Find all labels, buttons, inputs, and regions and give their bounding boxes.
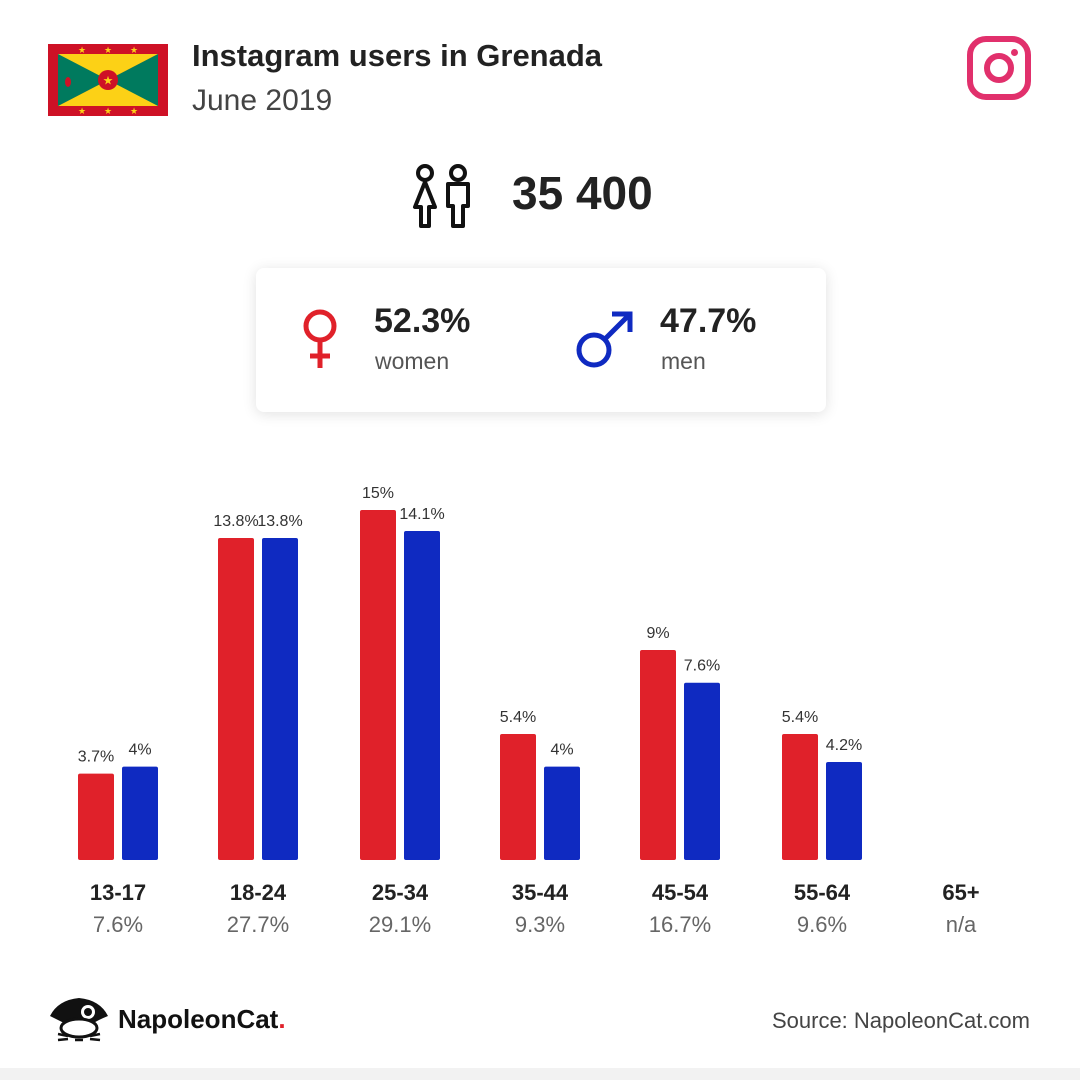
bar-women-35-44 <box>500 734 536 860</box>
total-users: 35 400 <box>512 167 653 219</box>
bar-label-men-45-54: 7.6% <box>684 658 720 675</box>
bar-women-55-64 <box>782 734 818 860</box>
bar-men-18-24 <box>262 538 298 860</box>
footer-divider <box>0 1068 1080 1080</box>
page-subtitle: June 2019 <box>192 84 333 117</box>
age-category-label: 45-54 <box>652 880 709 905</box>
grenada-flag-icon: ★ ★ ★ ★ ★ ★ ★ <box>48 44 168 116</box>
age-category-label: 35-44 <box>512 880 569 905</box>
age-category-label: 55-64 <box>794 880 851 905</box>
gender-card: 52.3% women 47.7% men <box>256 268 826 412</box>
bar-label-men-55-64: 4.2% <box>826 737 862 754</box>
age-gender-bar-chart: 3.7% 4% 13-17 7.6% 13.8%13.8% 18-24 27.7% 15% 14… <box>78 485 980 937</box>
bar-label-women-35-44: 5.4% <box>500 709 536 726</box>
svg-text:★: ★ <box>130 106 138 116</box>
bar-label-men-18-24: 13.8% <box>257 513 302 530</box>
svg-text:★: ★ <box>103 74 114 88</box>
bar-label-men-35-44: 4% <box>550 742 573 759</box>
age-category-total: 29.1% <box>369 912 431 937</box>
bar-label-women-18-24: 13.8% <box>213 513 258 530</box>
brand-name: NapoleonCat. <box>118 1004 286 1034</box>
bar-women-45-54 <box>640 650 676 860</box>
age-category-total: 7.6% <box>93 912 143 937</box>
age-category-total: 16.7% <box>649 912 711 937</box>
people-icon <box>413 164 470 228</box>
bar-label-women-45-54: 9% <box>646 625 669 642</box>
bar-label-men-25-34: 14.1% <box>399 506 444 523</box>
instagram-icon <box>967 36 1031 100</box>
age-category-total: n/a <box>946 912 977 937</box>
bar-label-men-13-17: 4% <box>128 742 151 759</box>
source-note: Source: NapoleonCat.com <box>771 1008 1030 1033</box>
male-icon <box>576 311 633 368</box>
svg-text:★: ★ <box>104 45 112 55</box>
napoleoncat-logo-icon <box>50 998 108 1042</box>
page-title: Instagram users in Grenada <box>192 38 603 73</box>
women-label: women <box>375 348 450 374</box>
age-category-label: 18-24 <box>230 880 287 905</box>
bar-men-13-17 <box>122 766 158 860</box>
svg-text:★: ★ <box>78 106 86 116</box>
bar-label-women-55-64: 5.4% <box>782 709 818 726</box>
svg-text:★: ★ <box>78 45 86 55</box>
age-category-label: 13-17 <box>90 880 146 905</box>
men-label: men <box>661 348 706 374</box>
bar-women-18-24 <box>218 538 254 860</box>
women-percent: 52.3% <box>374 302 471 340</box>
bar-men-45-54 <box>684 682 720 860</box>
bar-men-25-34 <box>404 531 440 860</box>
age-category-label: 65+ <box>942 880 979 905</box>
bar-men-55-64 <box>826 762 862 860</box>
female-icon <box>303 309 337 368</box>
bar-label-women-25-34: 15% <box>362 485 394 502</box>
svg-text:★: ★ <box>104 106 112 116</box>
bar-label-women-13-17: 3.7% <box>78 749 114 766</box>
bar-women-13-17 <box>78 773 114 860</box>
age-category-total: 9.3% <box>515 912 565 937</box>
age-category-label: 25-34 <box>372 880 429 905</box>
svg-text:★: ★ <box>130 45 138 55</box>
age-category-total: 27.7% <box>227 912 289 937</box>
bar-men-35-44 <box>544 766 580 860</box>
men-percent: 47.7% <box>660 302 757 340</box>
bar-women-25-34 <box>360 510 396 860</box>
brand-dot: . <box>278 1004 286 1034</box>
age-category-total: 9.6% <box>797 912 847 937</box>
